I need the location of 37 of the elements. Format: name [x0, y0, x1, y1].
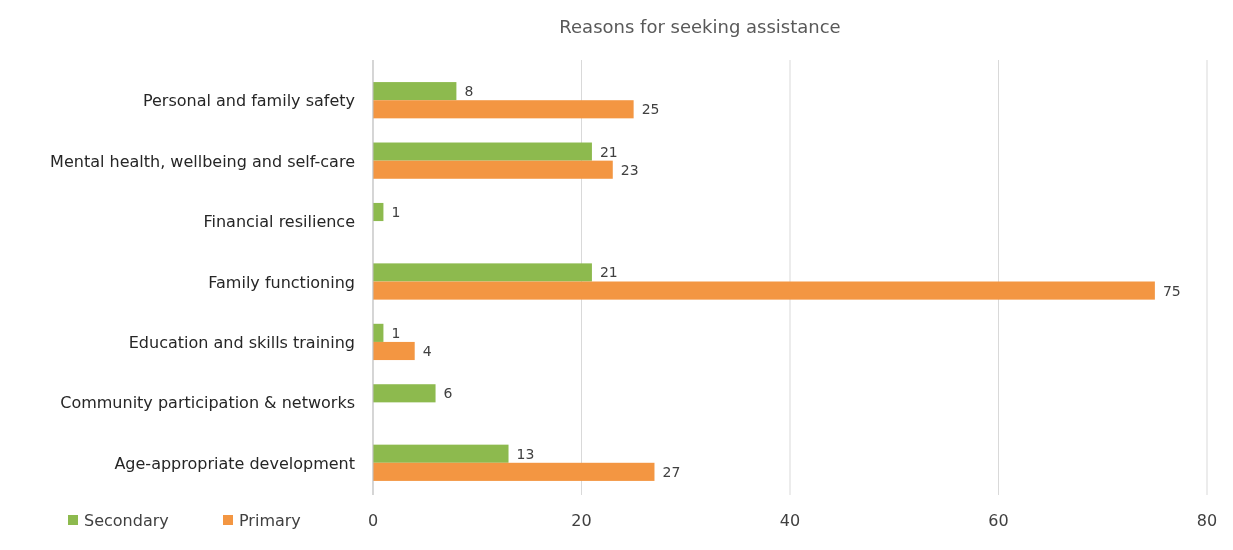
y-tick-label: Age-appropriate development: [114, 453, 355, 473]
x-tick-label: 80: [1196, 511, 1218, 530]
bar: [373, 100, 634, 119]
data-label: 1: [391, 204, 401, 221]
bar: [373, 160, 613, 179]
data-label: 6: [443, 385, 453, 402]
data-label: 25: [641, 101, 660, 118]
y-tick-label: Financial resilience: [203, 212, 355, 232]
bar: [373, 341, 415, 361]
data-label: 1: [391, 324, 401, 341]
y-tick-label: Community participation & networks: [60, 393, 355, 413]
x-tick-label: 60: [988, 511, 1009, 530]
x-tick-label: 40: [779, 511, 801, 530]
x-tick-label: 20: [571, 511, 592, 530]
bar: [373, 281, 1155, 300]
data-label: 13: [516, 445, 535, 462]
legend-label: Secondary: [84, 511, 169, 530]
legend-label: Primary: [239, 511, 301, 530]
y-tick-label: Education and skills training: [128, 332, 355, 352]
y-tick-label: Mental health, wellbeing and self-care: [50, 151, 355, 171]
data-label: 21: [599, 143, 618, 160]
data-label: 4: [422, 342, 432, 359]
y-tick-label: Personal and family safety: [142, 91, 355, 111]
data-label: 21: [599, 264, 618, 281]
bar: [373, 462, 655, 481]
y-tick-label: Family functioning: [208, 272, 355, 292]
bar: [373, 444, 509, 463]
data-label: 75: [1162, 282, 1181, 299]
data-label: 23: [620, 161, 639, 178]
x-tick-label: 0: [367, 511, 379, 530]
bar: [373, 384, 436, 403]
bar: [373, 142, 592, 161]
chart-title: Reasons for seeking assistance: [559, 16, 841, 37]
bar: [373, 263, 592, 282]
bar: [373, 82, 457, 101]
data-label: 27: [662, 463, 681, 480]
data-label: 8: [464, 83, 474, 100]
